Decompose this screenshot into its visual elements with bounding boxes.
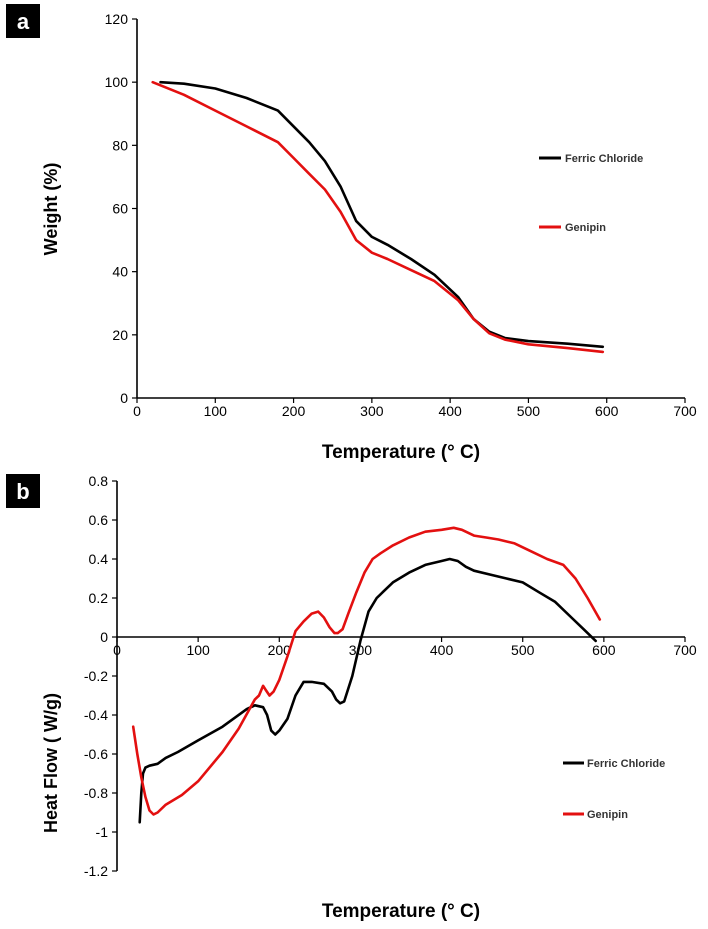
panel-b-y-tick-label: -0.4 — [84, 707, 108, 723]
panel-a-x-tick-label: 0 — [133, 403, 141, 419]
panel-b: b -1.2 -1 -0.8 -0.6 -0.4 -0.2 0 0.2 0.4 0.6 0.8 0 10… — [6, 473, 697, 922]
panel-a-x-tick-label: 500 — [517, 403, 541, 419]
panel-a-axes: 0 20 40 60 80 100 120 0 100 200 300 400 500 600 700 — [105, 11, 697, 419]
panel-b-x-tick-label: 400 — [430, 642, 454, 658]
panel-b-x-tick-label: 0 — [113, 642, 121, 658]
panel-b-x-axis-title: Temperature (° C) — [322, 901, 480, 922]
panel-b-line-ferric-chloride — [138, 557, 598, 824]
panel-b-y-tick-label: -0.6 — [84, 746, 108, 762]
panel-a-y-tick-label: 0 — [120, 390, 128, 406]
panel-b-x-tick-label: 100 — [186, 642, 210, 658]
panel-a-x-tick-label: 400 — [438, 403, 462, 419]
panel-a-y-tick-label: 80 — [112, 137, 128, 153]
panel-a-line-genipin — [151, 80, 605, 354]
panel-b-y-tick-label: 0.8 — [89, 473, 109, 489]
panel-a-y-tick-label: 20 — [112, 327, 128, 343]
panel-b-line-genipin — [131, 526, 602, 816]
panel-a-x-tick-label: 100 — [204, 403, 228, 419]
panel-a-x-tick-label: 700 — [673, 403, 697, 419]
panel-a-x-tick-label: 200 — [282, 403, 306, 419]
panel-b-y-tick-label: -0.8 — [84, 785, 108, 801]
panel-b-y-tick-label: 0.4 — [89, 551, 109, 567]
panel-a-letter: a — [17, 9, 30, 34]
panel-a-y-tick-label: 60 — [112, 201, 128, 217]
panel-b-letter: b — [16, 479, 29, 504]
panel-a-x-tick-label: 600 — [595, 403, 619, 419]
legend-b-label-ferric-chloride: Ferric Chloride — [587, 758, 665, 770]
panel-a-y-axis-title: Weight (%) — [41, 163, 61, 256]
legend-a-label-genipin: Genipin — [565, 222, 606, 234]
panel-b-y-tick-label: -0.2 — [84, 668, 108, 684]
panel-a-series — [151, 80, 605, 354]
panel-b-x-tick-label: 200 — [268, 642, 292, 658]
panel-a-y-tick-label: 120 — [105, 11, 129, 27]
panel-a-line-ferric-chloride — [159, 80, 605, 349]
panel-a-x-axis-title: Temperature (° C) — [322, 442, 480, 463]
panel-b-y-tick-label: 0 — [100, 629, 108, 645]
panel-a-y-tick-label: 40 — [112, 264, 128, 280]
panel-b-x-tick-label: 600 — [592, 642, 616, 658]
panel-b-y-tick-label: 0.6 — [89, 512, 109, 528]
panel-b-y-tick-label: -1 — [96, 824, 109, 840]
panel-b-x-tick-label: 500 — [511, 642, 535, 658]
panel-b-y-tick-label: -1.2 — [84, 863, 108, 879]
panel-a-label-box — [6, 4, 40, 38]
panel-b-y-tick-label: 0.2 — [89, 590, 109, 606]
panel-b-label-box — [6, 474, 40, 508]
panel-b-axes: -1.2 -1 -0.8 -0.6 -0.4 -0.2 0 0.2 0.4 0.6 0.8 0 100 2… — [84, 473, 697, 879]
legend-b-label-genipin: Genipin — [587, 809, 628, 821]
panel-b-x-tick-label: 300 — [349, 642, 373, 658]
legend-a-label-ferric-chloride: Ferric Chloride — [565, 153, 643, 165]
panel-b-y-axis-title: Heat Flow ( W/g) — [41, 693, 61, 833]
panel-b-series — [131, 526, 602, 824]
panel-a-y-tick-label: 100 — [105, 74, 129, 90]
panel-a-legend: Ferric Chloride Genipin — [539, 153, 643, 234]
panel-a-x-tick-label: 300 — [360, 403, 384, 419]
panel-b-x-tick-label: 700 — [673, 642, 697, 658]
panel-b-legend: Ferric Chloride Genipin — [563, 758, 665, 821]
